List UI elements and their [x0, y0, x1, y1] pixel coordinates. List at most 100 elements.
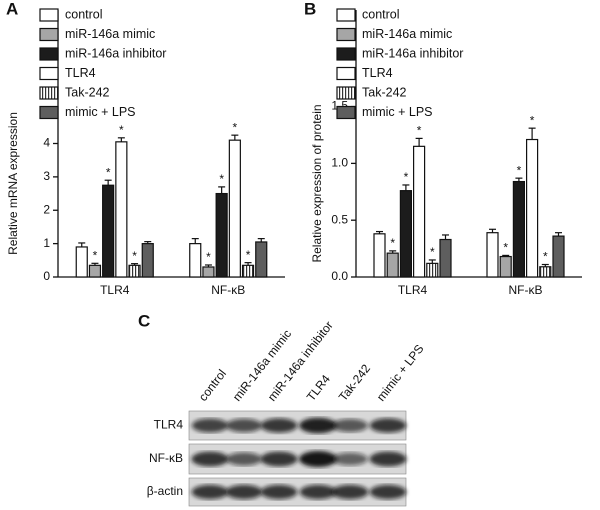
- blot-band: [260, 418, 298, 433]
- row-label: NF-κB: [149, 451, 183, 465]
- blot-band: [225, 418, 263, 433]
- legend-label: miR-146a inhibitor: [362, 46, 463, 60]
- bar: [426, 262, 439, 278]
- blot-band: [299, 417, 337, 434]
- legend-swatch: [336, 8, 356, 22]
- y-axis-label: Relative expression of protein: [310, 104, 324, 262]
- significance: *: [417, 124, 422, 138]
- blot-band: [260, 484, 298, 500]
- blot-band: [299, 484, 337, 500]
- bar: [115, 141, 128, 278]
- x-tick-label: NF-κB: [509, 283, 543, 297]
- legend-label: control: [65, 7, 103, 21]
- bar: [486, 232, 499, 278]
- bar: [141, 243, 154, 278]
- significance: *: [530, 113, 535, 127]
- x-tick-label: NF-κB: [211, 283, 245, 297]
- lane-label: TLR4: [304, 372, 333, 404]
- blot-band: [369, 451, 407, 467]
- bar: [255, 241, 268, 278]
- significance: *: [132, 249, 137, 263]
- bar: [228, 139, 241, 278]
- y-axis-label: Relative mRNA expression: [6, 112, 20, 255]
- bar: [128, 264, 141, 278]
- significance: *: [246, 248, 251, 262]
- legend-swatch: [39, 8, 59, 22]
- bar: [512, 180, 526, 278]
- panel-label: B: [304, 0, 316, 18]
- legend-swatch: [336, 105, 356, 120]
- bar: [215, 192, 228, 278]
- x-tick-label: TLR4: [100, 283, 130, 297]
- bar: [539, 266, 552, 278]
- legend-swatch: [39, 47, 59, 61]
- row-label: β-actin: [147, 484, 183, 498]
- bar: [552, 235, 565, 278]
- blot-band: [332, 418, 368, 433]
- legend-label: miR-146a mimic: [65, 27, 155, 41]
- bar: [439, 238, 452, 278]
- blot-band: [331, 484, 369, 500]
- legend-label: miR-146a inhibitor: [65, 46, 166, 60]
- bar: [241, 264, 255, 278]
- legend-label: Tak-242: [362, 85, 407, 99]
- blot-band: [226, 452, 262, 466]
- bar: [413, 145, 426, 278]
- legend-label: TLR4: [65, 66, 96, 80]
- significance: *: [206, 250, 211, 264]
- row-label: TLR4: [154, 418, 184, 432]
- lane-label: miR-146a inhibitor: [265, 318, 336, 403]
- legend-swatch: [39, 27, 59, 42]
- panel-label: C: [138, 311, 150, 330]
- significance: *: [119, 123, 124, 137]
- bar: [189, 243, 202, 278]
- y-tick-label: 0.0: [331, 269, 348, 283]
- y-tick-label: 2: [43, 202, 50, 216]
- significance: *: [543, 250, 548, 264]
- legend-label: TLR4: [362, 66, 393, 80]
- blot-band: [260, 451, 298, 467]
- blot-band: [191, 484, 229, 500]
- legend-swatch: [39, 66, 59, 81]
- legend-swatch: [336, 66, 356, 81]
- y-tick-label: 1.0: [331, 156, 348, 170]
- y-tick-label: 0.5: [331, 212, 348, 226]
- y-tick-label: 3: [43, 169, 50, 183]
- y-tick-label: 4: [43, 136, 50, 150]
- blot-band: [191, 451, 229, 467]
- blot-band: [299, 451, 337, 467]
- bar: [75, 246, 88, 278]
- legend-swatch: [39, 105, 59, 120]
- significance: *: [430, 245, 435, 259]
- bar: [202, 266, 215, 278]
- blot-band: [225, 484, 263, 500]
- legend-swatch: [39, 86, 59, 100]
- bar: [399, 190, 412, 278]
- significance: *: [517, 163, 522, 177]
- lane-label: Tak-242: [336, 361, 374, 404]
- significance: *: [503, 241, 508, 255]
- lane-label: control: [196, 367, 229, 404]
- legend-swatch: [336, 86, 356, 100]
- legend-swatch: [336, 47, 356, 61]
- blot-band: [369, 418, 407, 433]
- significance: *: [219, 172, 224, 186]
- significance: *: [390, 236, 395, 250]
- x-tick-label: TLR4: [398, 283, 428, 297]
- significance: *: [93, 248, 98, 262]
- legend-label: miR-146a mimic: [362, 27, 452, 41]
- legend-swatch: [336, 27, 356, 42]
- legend-label: Tak-242: [65, 85, 110, 99]
- panel-label: A: [6, 0, 18, 18]
- legend-label: mimic + LPS: [65, 105, 136, 119]
- lane-label: mimic + LPS: [374, 342, 427, 404]
- y-tick-label: 0: [43, 269, 50, 283]
- bar: [373, 233, 386, 278]
- blot-band: [369, 484, 407, 500]
- significance: *: [404, 170, 409, 184]
- bar: [525, 138, 539, 278]
- bar: [499, 255, 512, 278]
- legend-label: control: [362, 7, 400, 21]
- bar: [102, 184, 115, 278]
